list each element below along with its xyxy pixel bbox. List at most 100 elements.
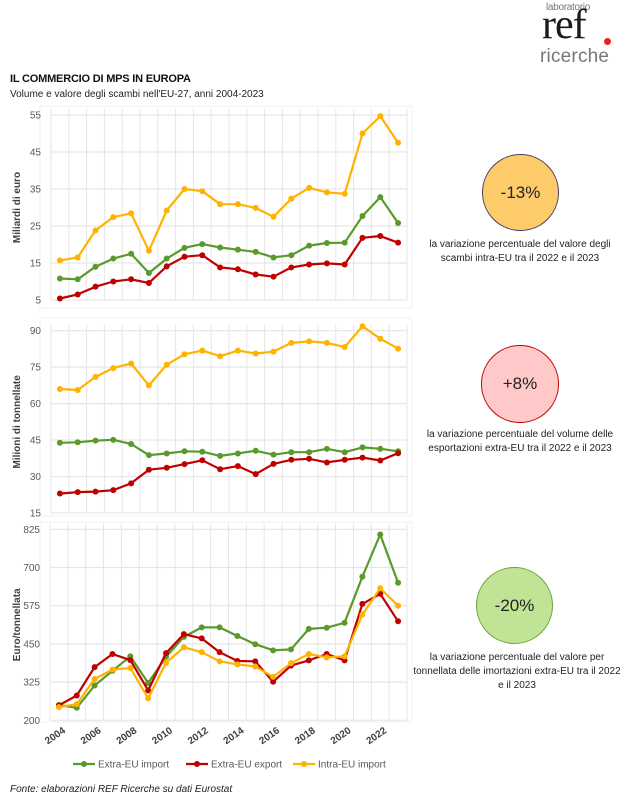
data-point-extra-eu-export bbox=[217, 264, 224, 271]
data-point-intra-eu-import bbox=[127, 665, 134, 672]
logo-red-dot bbox=[604, 38, 611, 45]
logo-ricerche: ricerche bbox=[540, 46, 610, 67]
data-point-extra-eu-import bbox=[377, 445, 384, 452]
data-point-extra-eu-import bbox=[323, 240, 330, 247]
data-point-extra-eu-import bbox=[56, 439, 63, 446]
data-point-extra-eu-import bbox=[110, 436, 117, 443]
data-point-extra-eu-import bbox=[377, 531, 384, 538]
data-point-extra-eu-export bbox=[145, 687, 152, 694]
data-point-extra-eu-export bbox=[270, 460, 277, 467]
data-point-extra-eu-import bbox=[199, 241, 206, 248]
data-point-intra-eu-import bbox=[74, 254, 81, 261]
ref-ricerche-logo: laboratorio ref ricerche bbox=[540, 2, 618, 68]
data-point-extra-eu-export bbox=[92, 283, 99, 290]
data-point-extra-eu-export bbox=[110, 487, 117, 494]
data-point-intra-eu-import bbox=[56, 386, 63, 393]
data-point-extra-eu-export bbox=[145, 466, 152, 473]
data-point-extra-eu-export bbox=[359, 454, 366, 461]
data-point-extra-eu-import bbox=[288, 252, 295, 259]
data-point-extra-eu-import bbox=[359, 444, 366, 451]
data-point-extra-eu-export bbox=[234, 463, 241, 470]
data-point-extra-eu-import bbox=[128, 250, 135, 257]
data-point-intra-eu-import bbox=[323, 654, 330, 661]
data-point-intra-eu-import bbox=[216, 658, 223, 665]
chart-panel-frame bbox=[39, 521, 413, 723]
data-point-extra-eu-import bbox=[234, 632, 241, 639]
y-tick-label: 200 bbox=[23, 716, 40, 727]
data-point-intra-eu-import bbox=[92, 373, 99, 380]
x-tick-label: 2020 bbox=[329, 725, 354, 747]
data-point-intra-eu-import bbox=[287, 660, 294, 667]
data-point-intra-eu-import bbox=[199, 347, 206, 354]
data-point-extra-eu-import bbox=[217, 244, 224, 251]
data-point-extra-eu-import bbox=[323, 624, 330, 631]
data-point-intra-eu-import bbox=[73, 701, 80, 708]
x-tick-label: 2014 bbox=[222, 725, 247, 747]
data-point-extra-eu-export bbox=[181, 253, 188, 260]
data-point-extra-eu-export bbox=[395, 450, 402, 457]
data-point-extra-eu-import bbox=[288, 449, 295, 456]
data-point-extra-eu-import bbox=[163, 255, 170, 262]
y-axis-label: Miliardi di euro bbox=[12, 172, 23, 243]
badge-caption-intra-eu-value: la variazione percentuale del valore deg… bbox=[429, 239, 611, 264]
data-point-intra-eu-import bbox=[288, 339, 295, 346]
series-line-extra-eu-import bbox=[59, 438, 399, 457]
data-point-extra-eu-import bbox=[395, 579, 402, 586]
data-point-intra-eu-import bbox=[252, 204, 259, 211]
data-point-extra-eu-export bbox=[270, 273, 277, 280]
data-point-extra-eu-export bbox=[109, 650, 116, 657]
data-point-extra-eu-export bbox=[377, 232, 384, 239]
data-point-extra-eu-import bbox=[91, 682, 98, 689]
data-point-extra-eu-export bbox=[199, 252, 206, 259]
y-tick-label: 90 bbox=[30, 326, 42, 337]
y-tick-label: 55 bbox=[30, 111, 42, 122]
data-point-intra-eu-import bbox=[359, 130, 366, 137]
data-point-intra-eu-import bbox=[128, 360, 135, 367]
series-line-extra-eu-export bbox=[59, 452, 399, 495]
y-axis-label: Euro/tonnellata bbox=[12, 588, 23, 661]
data-point-extra-eu-import bbox=[92, 263, 99, 270]
y-tick-label: 45 bbox=[30, 148, 42, 159]
page-subtitle: Volume e valore degli scambi nell'EU-27,… bbox=[10, 89, 264, 100]
y-tick-label: 325 bbox=[23, 678, 40, 689]
data-point-extra-eu-export bbox=[199, 457, 206, 464]
data-point-extra-eu-import bbox=[341, 239, 348, 246]
data-point-extra-eu-export bbox=[145, 279, 152, 286]
source-note: Fonte: elaborazioni REF Ricerche su dati… bbox=[10, 784, 233, 795]
data-point-intra-eu-import bbox=[145, 247, 152, 254]
data-point-extra-eu-import bbox=[181, 448, 188, 455]
data-point-intra-eu-import bbox=[377, 335, 384, 342]
data-point-intra-eu-import bbox=[377, 585, 384, 592]
y-tick-label: 30 bbox=[30, 472, 42, 483]
data-point-intra-eu-import bbox=[163, 207, 170, 214]
badge-intra-eu-value: -13% bbox=[482, 154, 559, 231]
data-point-intra-eu-import bbox=[341, 653, 348, 660]
data-point-extra-eu-import bbox=[341, 449, 348, 456]
data-point-extra-eu-export bbox=[56, 295, 63, 302]
data-point-intra-eu-import bbox=[56, 257, 63, 264]
data-point-extra-eu-import bbox=[234, 246, 241, 253]
data-point-extra-eu-import bbox=[270, 451, 277, 458]
data-point-intra-eu-import bbox=[128, 210, 135, 217]
data-point-extra-eu-import bbox=[163, 450, 170, 457]
data-point-intra-eu-import bbox=[181, 351, 188, 358]
data-point-extra-eu-import bbox=[341, 619, 348, 626]
x-tick-label: 2008 bbox=[115, 725, 140, 747]
data-point-intra-eu-import bbox=[395, 602, 402, 609]
data-point-intra-eu-import bbox=[110, 365, 117, 372]
data-point-extra-eu-import bbox=[74, 439, 81, 446]
data-point-extra-eu-export bbox=[288, 456, 295, 463]
legend-swatch-marker bbox=[301, 761, 307, 767]
data-point-extra-eu-import bbox=[323, 445, 330, 452]
data-point-extra-eu-export bbox=[377, 457, 384, 464]
data-point-intra-eu-import bbox=[359, 611, 366, 618]
chart-panel-frame bbox=[39, 105, 413, 309]
data-point-extra-eu-import bbox=[199, 448, 206, 455]
data-point-extra-eu-export bbox=[180, 631, 187, 638]
data-point-intra-eu-import bbox=[395, 345, 402, 352]
data-point-extra-eu-import bbox=[181, 244, 188, 251]
data-point-extra-eu-export bbox=[74, 291, 81, 298]
data-point-extra-eu-import bbox=[359, 213, 366, 220]
data-point-extra-eu-import bbox=[252, 248, 259, 255]
data-point-extra-eu-export bbox=[306, 261, 313, 268]
